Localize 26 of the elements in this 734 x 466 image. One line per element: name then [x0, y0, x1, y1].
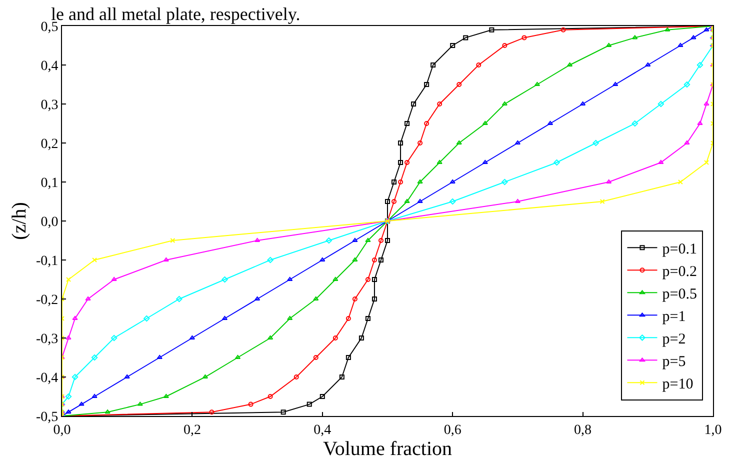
legend-label: p=0.1	[662, 242, 697, 258]
x-tick-label: 0,6	[444, 422, 462, 438]
legend-label: p=0.2	[662, 264, 697, 280]
y-tick-label: 0,2	[40, 136, 58, 152]
y-tick-label: -0,1	[36, 254, 58, 269]
y-tick-label: -0,2	[36, 292, 58, 308]
y-tick-label: 0,5	[40, 20, 58, 35]
legend-label: p=1	[662, 309, 686, 325]
x-tick-label: 1,0	[704, 422, 722, 438]
x-tick-label: 0,8	[574, 422, 592, 438]
x-tick-label: 0,0	[53, 422, 71, 438]
y-tick-label: 0,4	[40, 58, 58, 74]
x-tick-label: 0,2	[183, 422, 201, 438]
legend-label: p=5	[662, 354, 686, 370]
legend-label: p=2	[662, 332, 686, 348]
y-tick-label: -0,3	[36, 332, 58, 347]
legend-label: p=0.5	[662, 286, 697, 302]
x-axis-title: Volume fraction	[322, 438, 452, 460]
y-tick-label: 0,3	[40, 98, 58, 113]
y-axis-title: (z/h)	[8, 202, 31, 240]
x-tick-label: 0,4	[314, 422, 332, 438]
y-tick-label: -0,4	[36, 370, 58, 386]
y-tick-label: 0,0	[40, 214, 58, 230]
y-tick-label: 0,1	[40, 176, 58, 191]
y-tick-label: -0,5	[36, 410, 58, 425]
legend-label: p=10	[662, 376, 694, 392]
